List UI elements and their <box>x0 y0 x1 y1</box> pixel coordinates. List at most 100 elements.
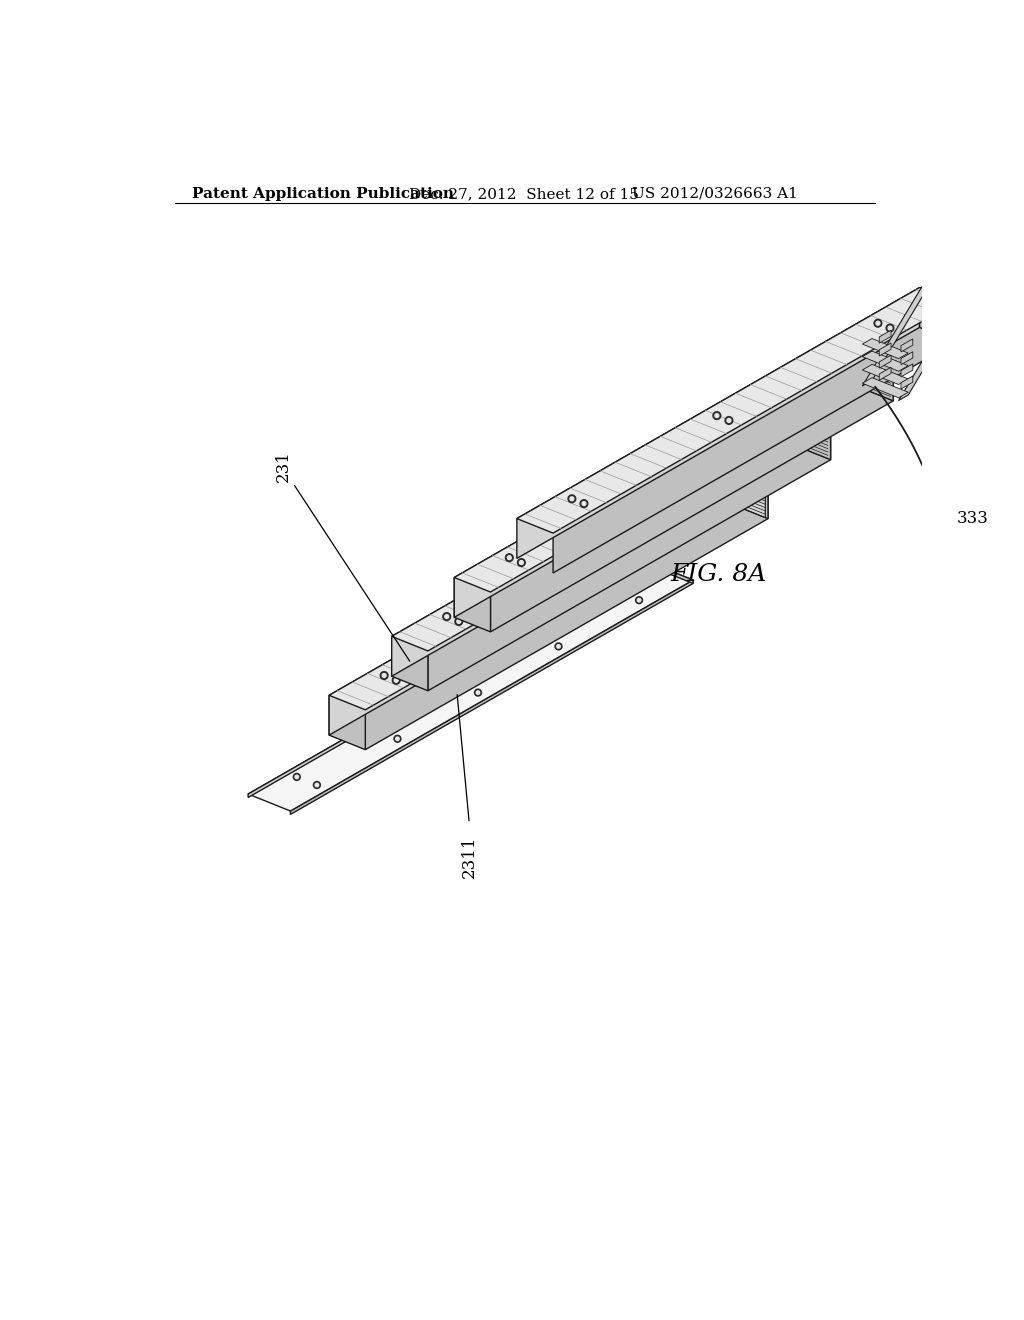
Polygon shape <box>901 376 912 389</box>
Polygon shape <box>553 302 955 573</box>
Polygon shape <box>901 351 912 364</box>
Circle shape <box>886 325 894 331</box>
Circle shape <box>698 500 707 508</box>
Polygon shape <box>880 367 891 380</box>
Polygon shape <box>651 564 693 583</box>
Circle shape <box>665 478 669 482</box>
Circle shape <box>457 619 461 623</box>
Polygon shape <box>710 475 713 517</box>
Polygon shape <box>862 378 908 397</box>
Circle shape <box>888 326 892 330</box>
Polygon shape <box>862 351 908 371</box>
Circle shape <box>442 612 451 620</box>
Circle shape <box>823 383 831 391</box>
Circle shape <box>315 783 318 787</box>
Polygon shape <box>329 465 768 710</box>
Polygon shape <box>428 420 830 690</box>
Circle shape <box>506 554 513 561</box>
Circle shape <box>650 471 658 478</box>
Circle shape <box>474 689 481 696</box>
Circle shape <box>700 503 705 507</box>
Circle shape <box>374 727 381 734</box>
Text: 333: 333 <box>956 510 988 527</box>
Polygon shape <box>721 469 724 511</box>
Polygon shape <box>880 330 891 343</box>
Polygon shape <box>795 405 830 459</box>
Polygon shape <box>862 364 908 384</box>
Circle shape <box>874 319 882 327</box>
Circle shape <box>713 412 721 420</box>
Polygon shape <box>517 288 955 533</box>
Circle shape <box>537 636 540 640</box>
Polygon shape <box>490 360 893 632</box>
Circle shape <box>392 676 400 684</box>
Polygon shape <box>329 696 366 750</box>
Circle shape <box>813 380 817 384</box>
Circle shape <box>580 500 588 507</box>
Circle shape <box>535 635 542 642</box>
Circle shape <box>527 590 531 594</box>
Polygon shape <box>734 466 765 517</box>
Circle shape <box>761 442 769 450</box>
Circle shape <box>876 321 880 325</box>
Circle shape <box>727 418 731 422</box>
Circle shape <box>763 444 767 447</box>
Polygon shape <box>455 346 857 618</box>
Text: 231: 231 <box>274 450 292 482</box>
Polygon shape <box>701 479 706 521</box>
Polygon shape <box>517 288 920 558</box>
Circle shape <box>476 690 479 694</box>
Circle shape <box>455 681 462 688</box>
Polygon shape <box>901 364 912 376</box>
Circle shape <box>538 593 545 601</box>
Circle shape <box>590 532 594 536</box>
Circle shape <box>751 440 755 444</box>
Polygon shape <box>862 338 908 359</box>
Circle shape <box>540 595 543 599</box>
Circle shape <box>825 385 829 389</box>
Circle shape <box>382 673 386 677</box>
Polygon shape <box>862 276 935 385</box>
Polygon shape <box>724 466 728 508</box>
Polygon shape <box>392 636 428 690</box>
Circle shape <box>663 475 671 483</box>
Polygon shape <box>728 465 732 507</box>
Polygon shape <box>920 288 955 342</box>
Text: Patent Application Publication: Patent Application Publication <box>191 187 454 201</box>
Polygon shape <box>880 355 891 368</box>
Circle shape <box>394 678 398 682</box>
Polygon shape <box>455 577 490 632</box>
Circle shape <box>725 417 733 424</box>
Polygon shape <box>942 298 953 312</box>
Circle shape <box>652 473 656 477</box>
Circle shape <box>615 589 623 595</box>
Circle shape <box>600 535 607 543</box>
Polygon shape <box>329 465 732 735</box>
Circle shape <box>525 589 532 597</box>
Polygon shape <box>899 290 971 400</box>
Circle shape <box>395 737 399 741</box>
Polygon shape <box>880 343 891 356</box>
Polygon shape <box>901 339 912 352</box>
Polygon shape <box>392 405 795 676</box>
Circle shape <box>380 672 388 680</box>
Circle shape <box>637 598 641 602</box>
Circle shape <box>555 643 562 649</box>
Circle shape <box>811 379 819 385</box>
Circle shape <box>688 498 692 502</box>
Text: 2311: 2311 <box>461 836 477 879</box>
Polygon shape <box>706 478 710 519</box>
Polygon shape <box>291 579 693 814</box>
Polygon shape <box>713 473 717 515</box>
Circle shape <box>602 536 606 540</box>
Circle shape <box>588 529 596 537</box>
Circle shape <box>394 735 401 742</box>
Text: Dec. 27, 2012  Sheet 12 of 15: Dec. 27, 2012 Sheet 12 of 15 <box>410 187 639 201</box>
Text: FIG. 8A: FIG. 8A <box>671 562 767 586</box>
Text: US 2012/0326663 A1: US 2012/0326663 A1 <box>632 187 798 201</box>
Polygon shape <box>455 346 893 591</box>
Circle shape <box>582 502 586 506</box>
Circle shape <box>686 496 694 504</box>
Polygon shape <box>717 471 721 512</box>
Polygon shape <box>392 405 830 651</box>
